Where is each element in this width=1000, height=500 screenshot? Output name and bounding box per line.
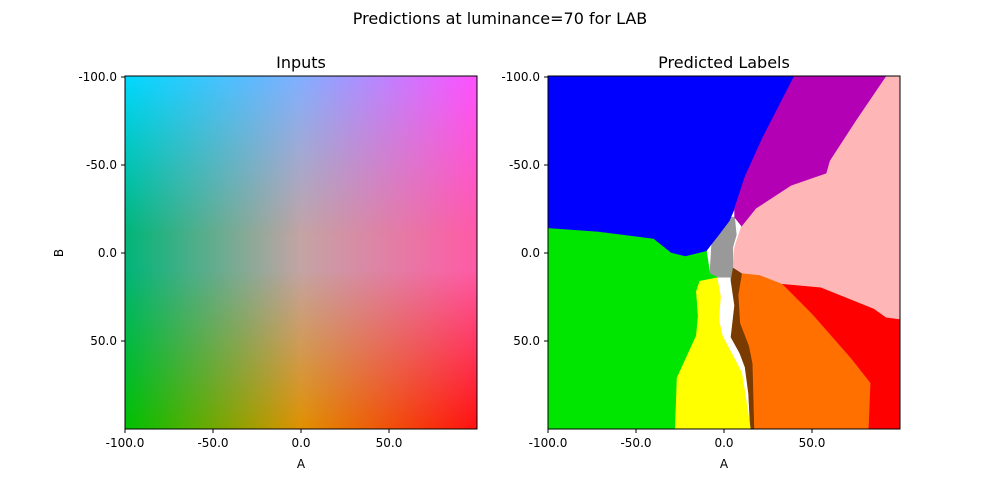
inputs-y-label: B bbox=[52, 249, 66, 257]
y-tick-label: 0.0 bbox=[521, 246, 540, 260]
y-tick-label: 50.0 bbox=[513, 334, 540, 348]
y-tick-label: -50.0 bbox=[509, 158, 540, 172]
predicted-panel: Predicted Labels -100.0 -50.0 0.0 50.0 -… bbox=[501, 53, 901, 471]
y-tick-label: -100.0 bbox=[78, 70, 117, 84]
y-tick-label: -50.0 bbox=[86, 158, 117, 172]
inputs-title: Inputs bbox=[276, 53, 326, 72]
inputs-x-label: A bbox=[297, 457, 306, 471]
x-tick-label: -100.0 bbox=[529, 436, 568, 450]
x-tick-label: -50.0 bbox=[620, 436, 651, 450]
x-tick-label: 0.0 bbox=[291, 436, 310, 450]
x-tick-label: -50.0 bbox=[197, 436, 228, 450]
x-tick-label: 50.0 bbox=[376, 436, 403, 450]
x-tick-label: 50.0 bbox=[799, 436, 826, 450]
inputs-color-bottom bbox=[125, 76, 477, 429]
figure-title: Predictions at luminance=70 for LAB bbox=[353, 9, 648, 28]
x-tick-label: 0.0 bbox=[714, 436, 733, 450]
inputs-heatmap bbox=[125, 76, 477, 429]
inputs-panel: Inputs -100.0 -50.0 0.0 50.0 -100.0 -50.… bbox=[52, 53, 478, 471]
predicted-x-ticks: -100.0 -50.0 0.0 50.0 bbox=[529, 429, 826, 450]
predicted-title: Predicted Labels bbox=[658, 53, 790, 72]
y-tick-label: 50.0 bbox=[90, 334, 117, 348]
y-tick-label: 0.0 bbox=[98, 246, 117, 260]
region-purple bbox=[734, 75, 887, 227]
y-tick-label: -100.0 bbox=[501, 70, 540, 84]
predicted-x-label: A bbox=[720, 457, 729, 471]
x-tick-label: -100.0 bbox=[106, 436, 145, 450]
inputs-y-ticks: -100.0 -50.0 0.0 50.0 bbox=[78, 70, 125, 348]
predicted-regions bbox=[547, 75, 901, 430]
inputs-x-ticks: -100.0 -50.0 0.0 50.0 bbox=[106, 429, 403, 450]
predicted-y-ticks: -100.0 -50.0 0.0 50.0 bbox=[501, 70, 548, 348]
